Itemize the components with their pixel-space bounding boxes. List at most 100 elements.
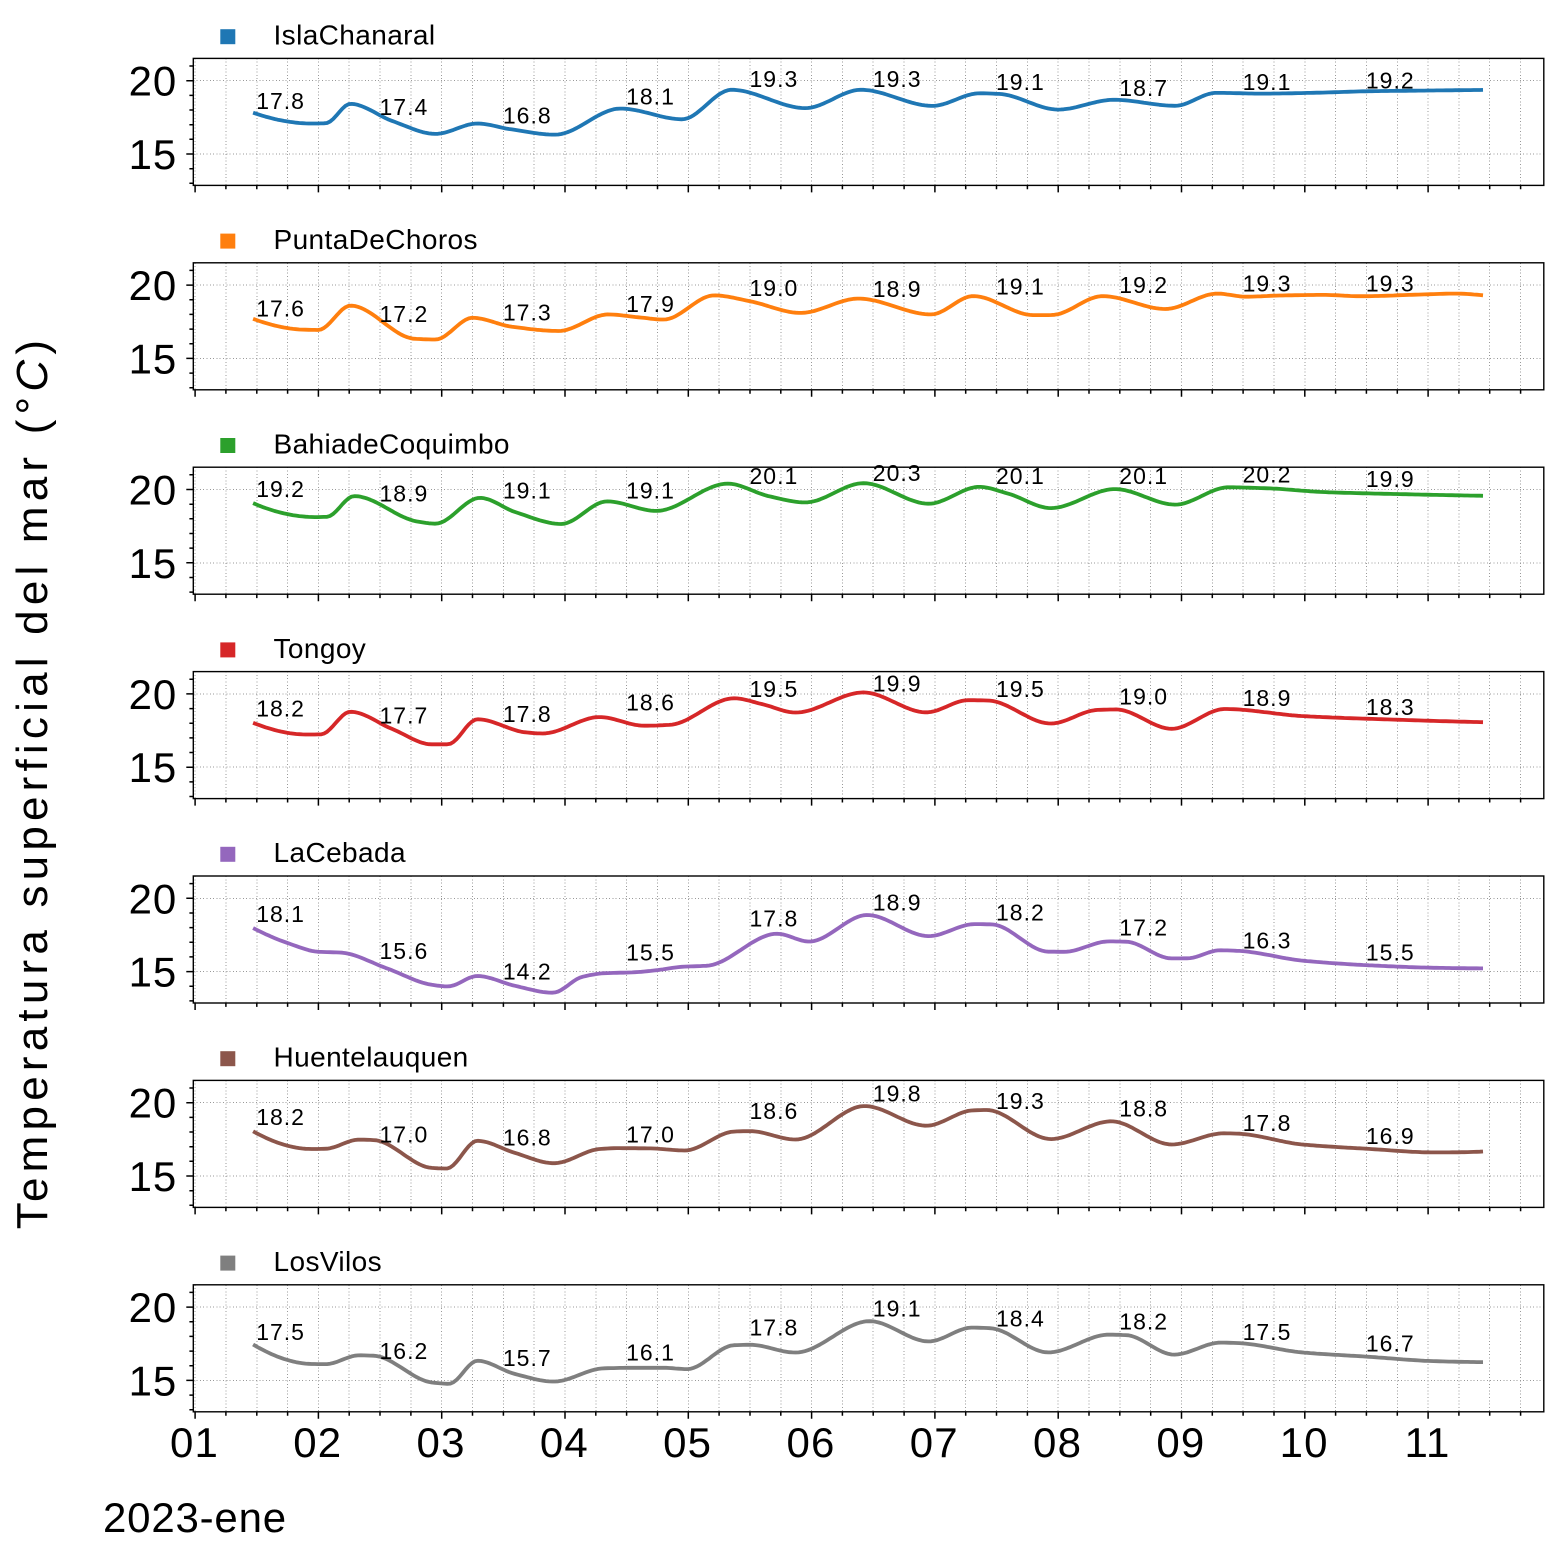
svg-text:08: 08 [1033, 1419, 1082, 1466]
svg-text:IslaChanaral: IslaChanaral [274, 20, 436, 51]
svg-text:19.3: 19.3 [873, 66, 922, 92]
svg-text:19.5: 19.5 [996, 676, 1045, 702]
svg-text:19.8: 19.8 [873, 1081, 922, 1107]
svg-text:17.2: 17.2 [380, 301, 429, 327]
svg-text:2023-ene: 2023-ene [103, 1494, 287, 1541]
svg-text:01: 01 [170, 1419, 219, 1466]
svg-text:15: 15 [129, 1357, 177, 1404]
svg-text:18.9: 18.9 [1243, 685, 1292, 711]
svg-text:LaCebada: LaCebada [274, 837, 406, 868]
svg-text:06: 06 [786, 1419, 835, 1466]
svg-text:17.6: 17.6 [256, 295, 305, 321]
svg-text:16.9: 16.9 [1366, 1123, 1415, 1149]
svg-text:16.8: 16.8 [503, 103, 552, 129]
svg-text:Huentelauquen: Huentelauquen [274, 1042, 469, 1073]
svg-text:18.2: 18.2 [256, 695, 305, 721]
svg-text:20.1: 20.1 [1119, 463, 1168, 489]
svg-text:10: 10 [1280, 1419, 1329, 1466]
svg-text:20.2: 20.2 [1243, 462, 1292, 488]
svg-text:17.0: 17.0 [626, 1122, 675, 1148]
svg-text:19.0: 19.0 [750, 275, 799, 301]
svg-text:19.2: 19.2 [1366, 67, 1415, 93]
svg-text:17.8: 17.8 [1243, 1110, 1292, 1136]
svg-text:17.2: 17.2 [1119, 914, 1168, 940]
svg-text:19.3: 19.3 [750, 66, 799, 92]
svg-text:15.7: 15.7 [503, 1345, 552, 1371]
svg-text:20: 20 [129, 1284, 177, 1331]
svg-text:20: 20 [129, 467, 177, 514]
svg-text:19.1: 19.1 [996, 273, 1045, 299]
svg-text:17.3: 17.3 [503, 300, 552, 326]
svg-text:20.3: 20.3 [873, 460, 922, 486]
svg-text:04: 04 [540, 1419, 589, 1466]
svg-text:18.6: 18.6 [626, 689, 675, 715]
svg-text:17.8: 17.8 [256, 88, 305, 114]
svg-text:20: 20 [129, 58, 177, 105]
svg-text:20.1: 20.1 [996, 463, 1045, 489]
svg-text:18.8: 18.8 [1119, 1095, 1168, 1121]
svg-text:18.4: 18.4 [996, 1306, 1045, 1332]
svg-text:15.5: 15.5 [1366, 939, 1415, 965]
svg-text:18.7: 18.7 [1119, 75, 1168, 101]
svg-text:18.9: 18.9 [873, 889, 922, 915]
svg-text:15.6: 15.6 [380, 938, 429, 964]
svg-text:09: 09 [1156, 1419, 1205, 1466]
svg-text:05: 05 [663, 1419, 712, 1466]
svg-text:18.9: 18.9 [873, 276, 922, 302]
svg-text:17.9: 17.9 [626, 291, 675, 317]
svg-text:18.1: 18.1 [256, 901, 305, 927]
svg-text:20: 20 [129, 671, 177, 718]
svg-text:19.2: 19.2 [1119, 272, 1168, 298]
svg-text:20: 20 [129, 1080, 177, 1127]
svg-text:19.1: 19.1 [996, 69, 1045, 95]
svg-text:18.1: 18.1 [626, 84, 675, 110]
svg-text:Temperatura superficial del ma: Temperatura superficial del mar (°C) [8, 335, 57, 1229]
svg-text:15: 15 [129, 540, 177, 587]
svg-text:19.0: 19.0 [1119, 684, 1168, 710]
svg-text:19.3: 19.3 [1243, 270, 1292, 296]
svg-text:17.8: 17.8 [750, 906, 799, 932]
svg-text:15: 15 [129, 949, 177, 996]
svg-text:17.5: 17.5 [1243, 1319, 1292, 1345]
svg-text:02: 02 [293, 1419, 342, 1466]
svg-text:15: 15 [129, 131, 177, 178]
svg-text:17.0: 17.0 [380, 1122, 429, 1148]
svg-text:18.3: 18.3 [1366, 694, 1415, 720]
svg-text:18.2: 18.2 [996, 900, 1045, 926]
svg-text:19.3: 19.3 [1366, 270, 1415, 296]
svg-text:PuntaDeChoros: PuntaDeChoros [274, 224, 478, 255]
svg-text:19.1: 19.1 [1243, 69, 1292, 95]
svg-text:16.1: 16.1 [626, 1339, 675, 1365]
svg-text:11: 11 [1405, 1419, 1451, 1466]
svg-text:16.7: 16.7 [1366, 1331, 1415, 1357]
svg-text:16.8: 16.8 [503, 1125, 552, 1151]
svg-text:20: 20 [129, 875, 177, 922]
svg-text:18.9: 18.9 [380, 481, 429, 507]
svg-text:LosVilos: LosVilos [274, 1246, 383, 1277]
svg-text:18.2: 18.2 [1119, 1309, 1168, 1335]
svg-text:03: 03 [417, 1419, 466, 1466]
svg-text:17.8: 17.8 [503, 701, 552, 727]
svg-text:19.1: 19.1 [503, 478, 552, 504]
svg-text:20: 20 [129, 262, 177, 309]
svg-text:BahiadeCoquimbo: BahiadeCoquimbo [274, 428, 510, 459]
svg-text:19.3: 19.3 [996, 1088, 1045, 1114]
svg-text:19.1: 19.1 [626, 478, 675, 504]
svg-text:19.9: 19.9 [1366, 466, 1415, 492]
svg-text:19.5: 19.5 [750, 676, 799, 702]
svg-text:20.1: 20.1 [750, 463, 799, 489]
svg-text:Tongoy: Tongoy [274, 633, 367, 664]
svg-text:07: 07 [910, 1419, 959, 1466]
svg-text:18.2: 18.2 [256, 1104, 305, 1130]
svg-text:15: 15 [129, 1153, 177, 1200]
svg-text:17.5: 17.5 [256, 1319, 305, 1345]
svg-text:14.2: 14.2 [503, 958, 552, 984]
svg-text:16.2: 16.2 [380, 1338, 429, 1364]
svg-text:17.7: 17.7 [380, 703, 429, 729]
svg-text:18.6: 18.6 [750, 1098, 799, 1124]
svg-text:15: 15 [129, 335, 177, 382]
svg-text:19.9: 19.9 [873, 670, 922, 696]
svg-text:19.2: 19.2 [256, 476, 305, 502]
svg-text:15: 15 [129, 744, 177, 791]
svg-text:17.4: 17.4 [380, 94, 429, 120]
